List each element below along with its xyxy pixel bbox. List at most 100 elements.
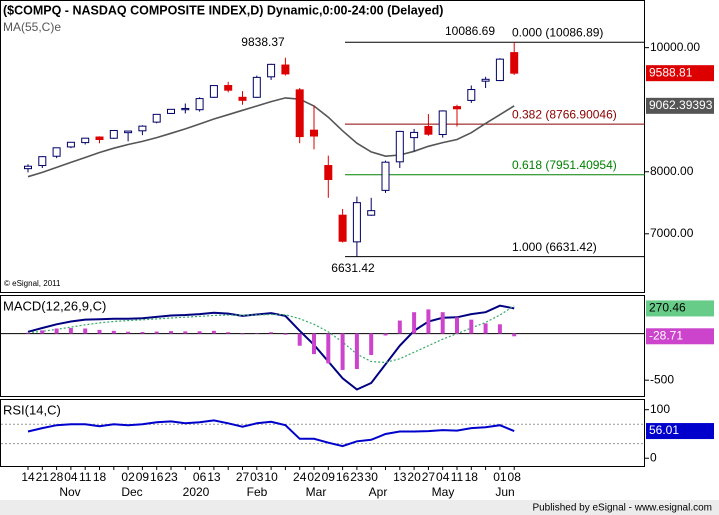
last-price-box: [646, 65, 714, 82]
copyright: © eSignal, 2011: [4, 279, 61, 288]
candle-body: [109, 129, 118, 139]
candle-body: [138, 125, 147, 132]
histogram-bar: [240, 333, 245, 335]
histogram-bar: [269, 332, 274, 334]
x-tick-label: 27: [422, 470, 436, 484]
signal-line: [27, 305, 515, 364]
histogram-bar: [226, 332, 231, 334]
rsi-label: RSI(14,C): [3, 402, 61, 417]
x-tick-label: 18: [465, 470, 479, 484]
candle-body: [209, 85, 218, 98]
value-box: 270.46: [649, 301, 686, 315]
ma-legend: MA(55,C)e: [3, 20, 61, 34]
x-tick-label: 11: [451, 470, 464, 484]
candle-body: [495, 58, 504, 82]
rsi-line: [27, 419, 515, 448]
histogram-bar: [397, 320, 402, 334]
histogram-bar: [297, 333, 302, 346]
histogram-bar: [169, 331, 173, 334]
candle-body: [395, 130, 404, 163]
price-annotation: 9838.37: [241, 35, 285, 49]
histogram-bar: [126, 331, 131, 334]
candle-body: [224, 85, 233, 91]
x-tick-label: 21: [36, 470, 50, 484]
x-tick-label: 14: [21, 470, 35, 484]
ma-value: 9062.39393: [649, 98, 713, 112]
candle-body: [410, 131, 419, 139]
y-tick-label: 7000.00: [650, 226, 694, 240]
value-box-box: [646, 300, 714, 317]
candle-body: [66, 141, 75, 148]
candle-body: [52, 147, 61, 157]
histogram-bar: [412, 312, 417, 334]
y-tick-label: -500: [650, 372, 674, 386]
y-tick-label: 100: [650, 402, 670, 416]
histogram-bar: [26, 332, 30, 334]
candle-body: [38, 156, 47, 167]
candle-body: [181, 107, 190, 111]
footer: Published by eSignal - www.esignal.com: [532, 503, 712, 514]
histogram-bar: [369, 333, 374, 356]
y-tick-label: 10000.00: [650, 40, 700, 54]
candle-body: [381, 161, 390, 191]
x-tick-label: 27: [236, 470, 250, 484]
macd-label: MACD(12,26,9,C): [3, 298, 106, 313]
x-tick-label: 11: [79, 470, 92, 484]
candle-body: [310, 129, 318, 137]
fib-label: 0.000 (10086.89): [512, 25, 603, 39]
candle-body: [167, 108, 175, 114]
histogram-bar: [483, 323, 488, 334]
month-label: May: [432, 485, 455, 499]
candle-body: [95, 136, 104, 140]
histogram-bar: [326, 333, 331, 364]
candle-body: [352, 202, 361, 243]
month-label: Mar: [306, 485, 327, 499]
histogram-bar: [197, 331, 202, 334]
last-price: 9588.81: [649, 65, 693, 79]
candle-body: [481, 78, 490, 82]
x-tick-label: 16: [150, 470, 164, 484]
candle-body: [510, 52, 519, 74]
candle-body: [267, 63, 276, 78]
histogram-bar: [140, 332, 145, 334]
month-label: 2020: [183, 485, 210, 499]
x-tick-label: 04: [436, 470, 450, 484]
macd-line: [27, 304, 515, 391]
candle-body: [453, 106, 461, 110]
histogram-bar: [354, 333, 359, 369]
histogram-bar: [283, 333, 288, 335]
x-tick-label: 08: [508, 470, 522, 484]
footer-bar: [0, 500, 719, 515]
histogram-bar: [154, 331, 159, 334]
histogram-bar: [426, 309, 431, 334]
month-label: Feb: [247, 485, 268, 499]
candle-body: [124, 130, 133, 134]
price-annotation: 10086.69: [445, 24, 495, 38]
x-tick-label: 23: [164, 470, 178, 484]
month-label: Nov: [59, 485, 80, 499]
histogram-bar: [340, 333, 345, 370]
x-tick-label: 03: [250, 470, 264, 484]
histogram-bar: [312, 333, 316, 355]
histogram-bar: [68, 328, 73, 334]
histogram-bar: [455, 317, 459, 334]
candle-body: [438, 110, 447, 136]
rsi-panel: [0, 399, 645, 467]
candle-body: [24, 165, 32, 170]
candle-body: [152, 113, 161, 123]
fib-label: 1.000 (6631.42): [512, 240, 597, 254]
histogram-bar: [497, 324, 502, 334]
histogram-bar: [512, 333, 517, 337]
histogram-bar: [40, 330, 45, 334]
candle-body: [295, 89, 304, 138]
x-tick-label: 02: [307, 470, 321, 484]
histogram-bar: [83, 328, 88, 334]
x-tick-label: 13: [207, 470, 221, 484]
value-box: 56.01: [649, 423, 679, 437]
value-box: -28.71: [649, 328, 683, 342]
x-tick-label: 16: [336, 470, 350, 484]
candle-body: [81, 137, 90, 144]
x-tick-label: 01: [493, 470, 507, 484]
